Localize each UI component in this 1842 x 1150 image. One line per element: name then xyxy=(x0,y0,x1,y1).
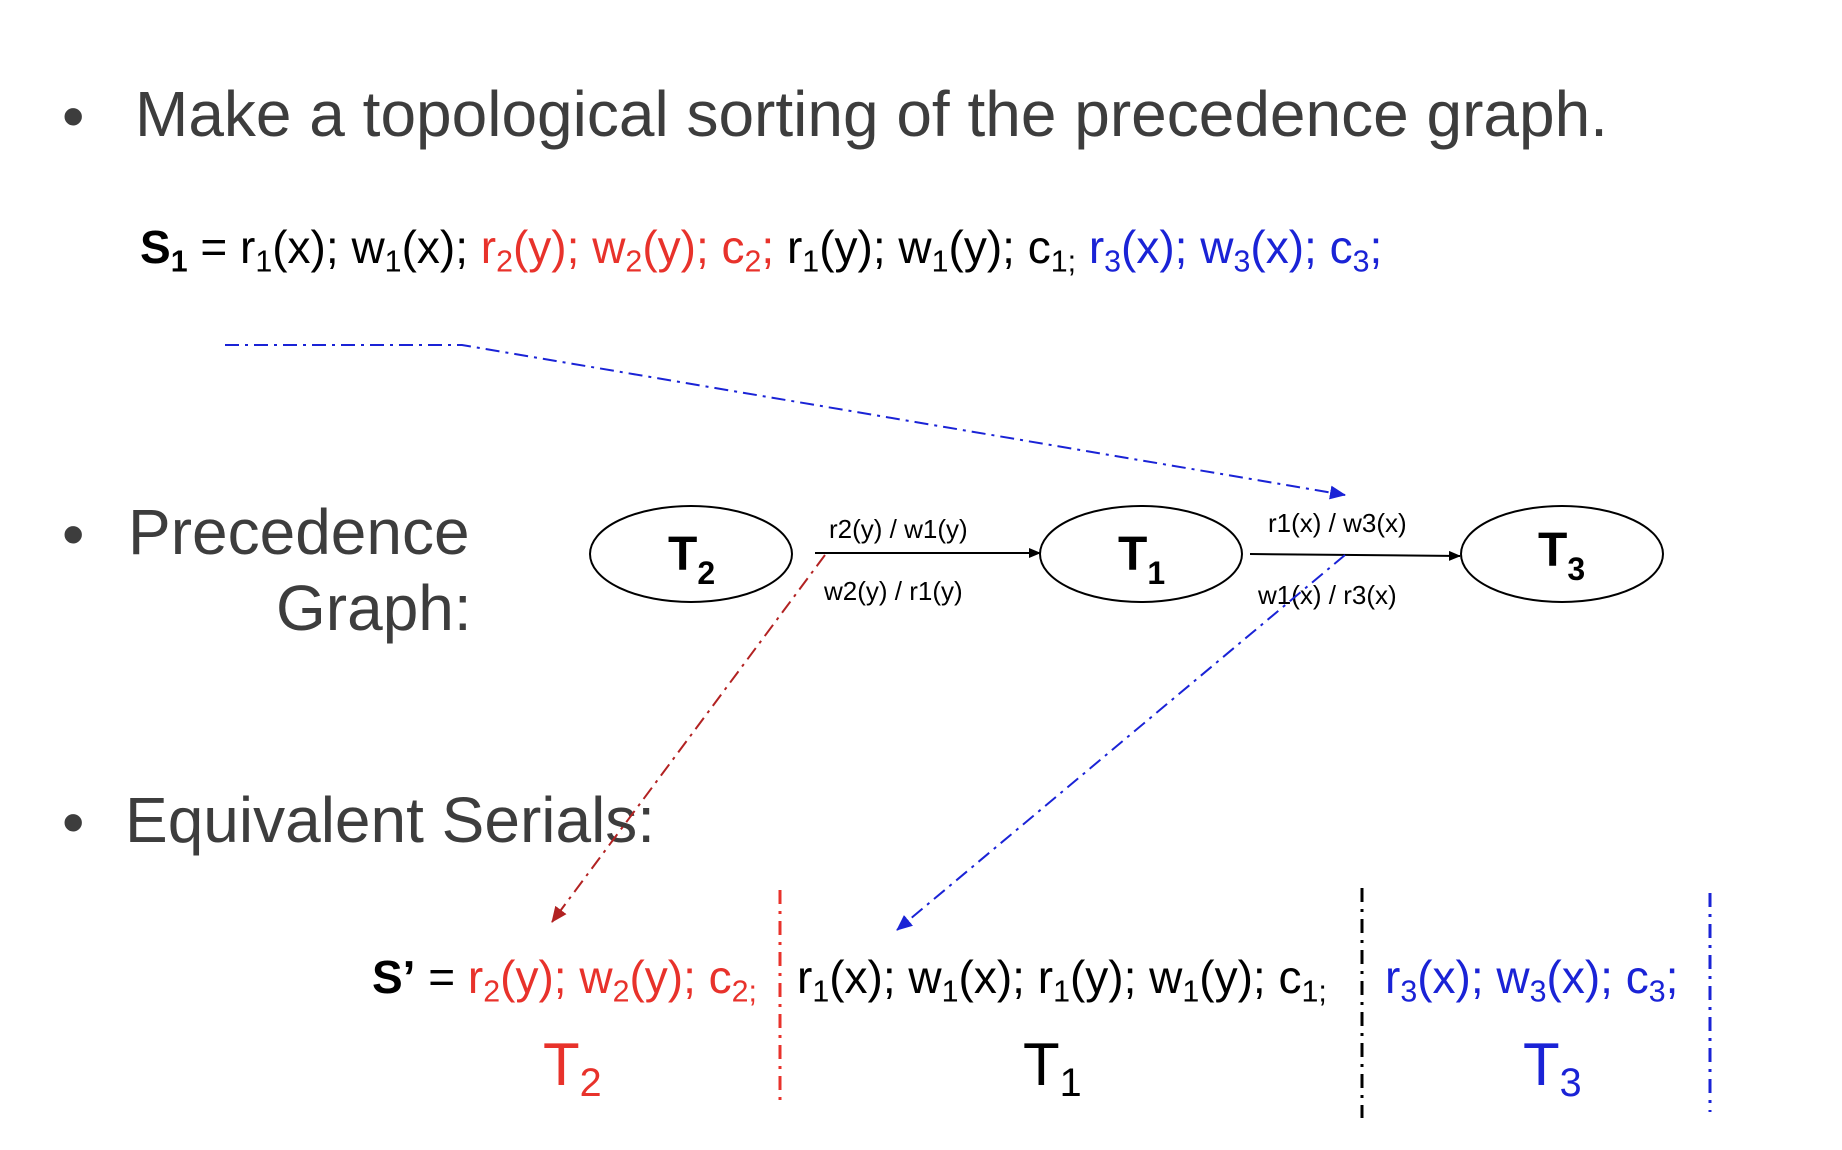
schedule-operation: r3(x); xyxy=(1088,221,1201,279)
serial-segment-t3: r3(x); w3(x); c3; xyxy=(1385,950,1679,1009)
pointer-arrow-edge-to-t2-segment xyxy=(551,554,826,923)
schedule-operation: w3(x); xyxy=(1496,951,1626,1009)
schedule-operation: w2(y); xyxy=(579,951,709,1009)
schedule-operation: w1(x); xyxy=(351,221,481,279)
schedule-operation: c2; xyxy=(721,221,787,279)
node-t3 xyxy=(1460,505,1664,603)
schedule-operation: c3; xyxy=(1625,951,1679,1009)
schedule-operation: w1(x); xyxy=(908,951,1038,1009)
bullet-dot: • xyxy=(62,786,85,858)
schedule-s1: S1 = r1(x); w1(x); r2(y); w2(y); c2; r1(… xyxy=(140,220,1383,279)
edge-t1-t3-label-above: r1(x) / w3(x) xyxy=(1268,508,1407,538)
bullet-dot: • xyxy=(62,498,85,570)
schedule-operation: r1(y); xyxy=(786,221,899,279)
segment-label-t3: T3 xyxy=(1523,1031,1582,1106)
schedule-operation: c1; xyxy=(1027,221,1077,279)
segment-label-t2: T2 xyxy=(543,1031,602,1106)
node-t1-label: T1 xyxy=(1118,528,1165,591)
schedule-operation: c1; xyxy=(1278,951,1327,1009)
bullet-text: Equivalent Serials: xyxy=(125,784,656,856)
schedule-operation: r1(y); xyxy=(1037,951,1150,1009)
bullet-dot: • xyxy=(62,80,85,152)
serial-label: S’ xyxy=(372,951,416,1003)
schedule-operation: r3(x); xyxy=(1385,951,1497,1009)
edge-t2-t1-label-above: r2(y) / w1(y) xyxy=(829,514,968,544)
segment-label-t1: T1 xyxy=(1023,1031,1082,1106)
edge-t2-t1-label-below: w2(y) / r1(y) xyxy=(823,576,963,606)
s1-label: S1 xyxy=(140,221,188,279)
schedule-operation: r1(x); xyxy=(797,951,909,1009)
serial-equals: = xyxy=(415,951,468,1003)
edge-t1-t3 xyxy=(1249,550,1461,561)
s1-operations: r1(x); w1(x); r2(y); w2(y); c2; r1(y); w… xyxy=(240,221,1383,279)
bullet-text-line1: Precedence xyxy=(128,496,470,568)
schedule-operation: w1(y); xyxy=(1149,951,1279,1009)
pointer-arrow-s1-to-edge xyxy=(225,344,1346,500)
edge-t1-t3-label-below: w1(x) / r3(x) xyxy=(1257,580,1397,610)
s1-equals: = xyxy=(187,221,241,273)
bullet-text: Make a topological sorting of the preced… xyxy=(135,78,1608,150)
schedule-operation: c3; xyxy=(1329,221,1383,279)
schedule-operation: r2(y); xyxy=(467,951,580,1009)
serial-schedule: S’ = r2(y); w2(y); c2; xyxy=(372,950,757,1009)
schedule-operation: w2(y); xyxy=(592,221,722,279)
node-t2-label: T2 xyxy=(668,528,715,591)
bullet-text-line2: Graph: xyxy=(276,572,472,644)
node-t3-label: T3 xyxy=(1538,524,1585,587)
serial-segment-t2: r2(y); w2(y); c2; xyxy=(467,951,757,1009)
schedule-operation: w1(y); xyxy=(898,221,1028,279)
schedule-operation: c2; xyxy=(708,951,757,1009)
node-t2 xyxy=(589,505,793,603)
schedule-operation: r2(y); xyxy=(480,221,593,279)
serial-segment-t1: r1(x); w1(x); r1(y); w1(y); c1; xyxy=(797,950,1327,1009)
schedule-operation: r1(x); xyxy=(240,221,352,279)
pointer-arrow-edge-to-t1-segment xyxy=(896,554,1346,931)
schedule-operation: w3(x); xyxy=(1200,221,1330,279)
